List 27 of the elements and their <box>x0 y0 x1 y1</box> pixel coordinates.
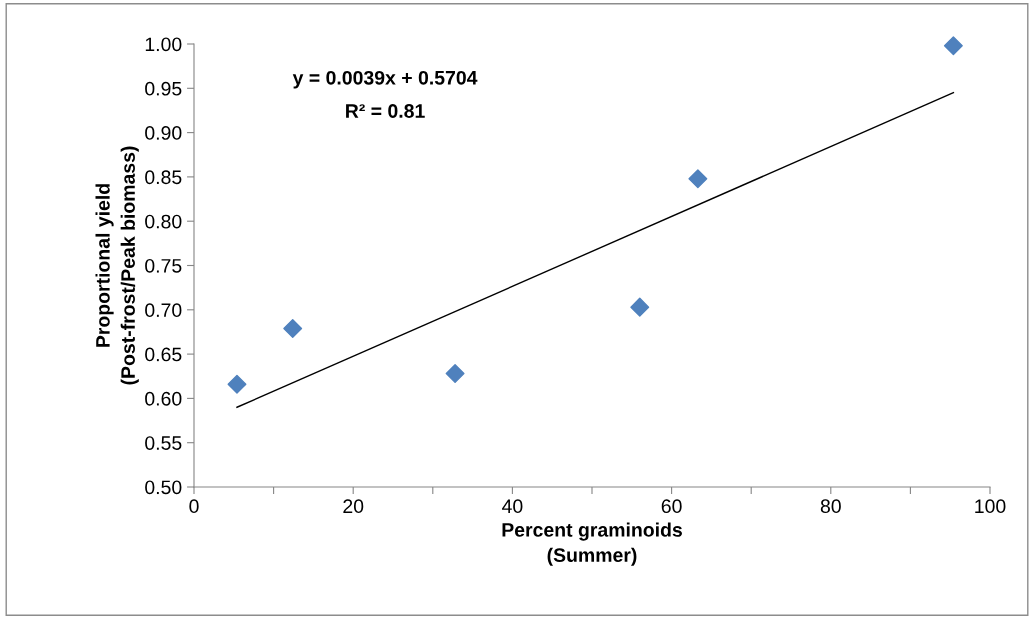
y-tick-label: 0.95 <box>145 81 182 96</box>
point <box>445 364 465 384</box>
y-tick-label: 0.60 <box>145 391 182 406</box>
x-tick-label: 20 <box>343 499 364 514</box>
point <box>630 297 650 317</box>
x-tick-label: 40 <box>502 499 523 514</box>
x-tick-label: 60 <box>661 499 682 514</box>
point <box>227 374 247 394</box>
y-axis-title: Proportional yield (Post-frost/Peak biomass) <box>95 146 139 385</box>
point <box>688 169 708 189</box>
y-tick-label: 0.85 <box>145 170 182 185</box>
x-axis-title: Percent graminoids (Summer) <box>502 522 682 566</box>
y-tick-label: 0.75 <box>145 258 182 273</box>
y-tick-label: 0.65 <box>145 347 182 362</box>
point <box>943 36 963 56</box>
x-tick-label: 0 <box>189 499 199 514</box>
y-tick-label: 0.70 <box>145 303 182 318</box>
x-tick-label: 100 <box>975 499 1006 514</box>
y-tick-label: 0.90 <box>145 126 182 140</box>
x-tick-label: 80 <box>820 499 841 514</box>
annotation: R² = 0.81 <box>346 104 425 118</box>
y-tick-label: 1.00 <box>145 37 182 52</box>
y-tick-label: 0.50 <box>145 480 182 495</box>
y-tick-label: 0.80 <box>145 214 182 229</box>
y-tick-label: 0.55 <box>145 436 182 450</box>
point <box>283 318 303 338</box>
annotation: y = 0.0039x + 0.5704 <box>292 70 478 89</box>
